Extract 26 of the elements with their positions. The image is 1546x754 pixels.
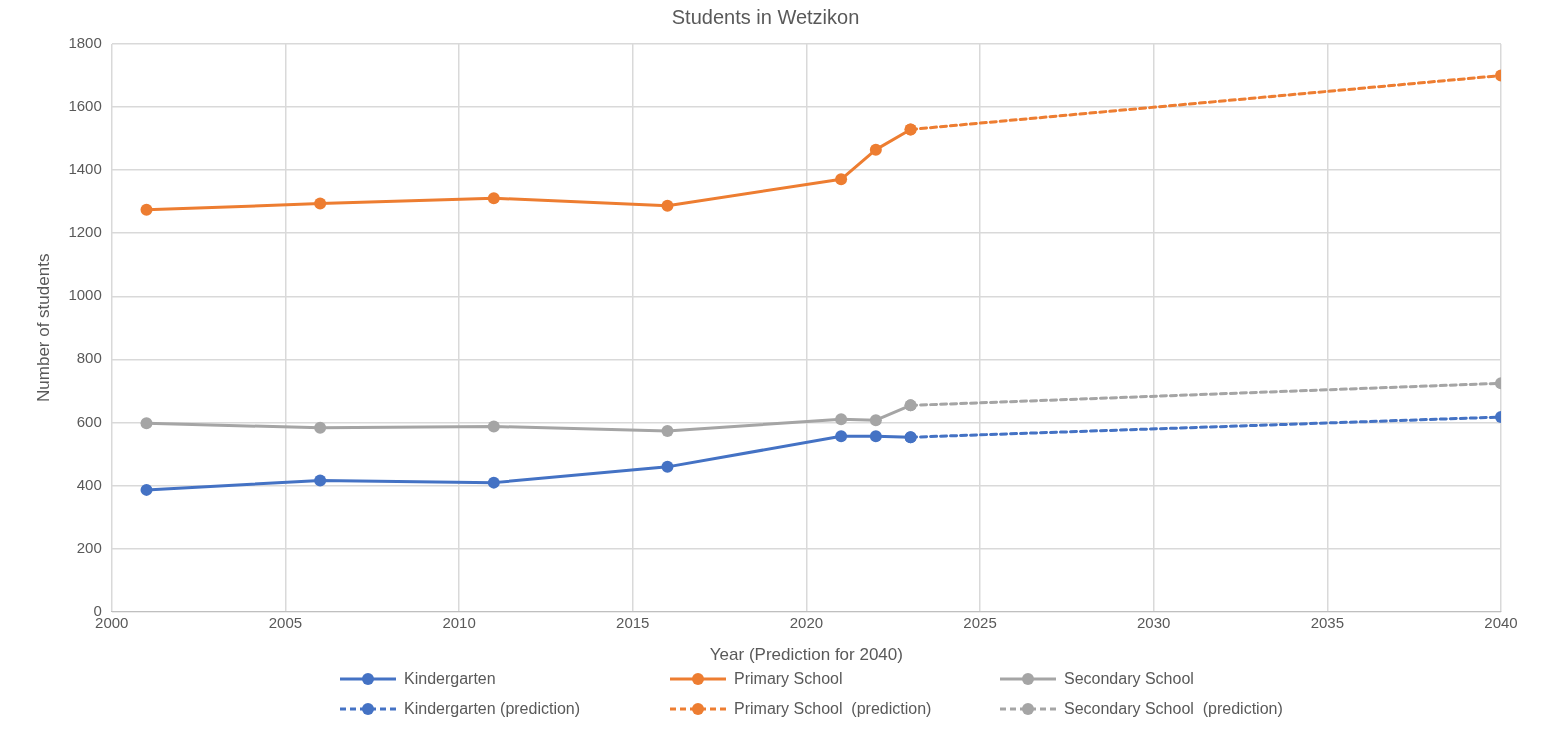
y-tick-label: 1200 [68, 223, 102, 241]
legend-label: Kindergarten (prediction) [404, 700, 581, 718]
y-tick-label: 800 [76, 349, 102, 367]
x-tick-label: 2030 [1137, 613, 1171, 631]
legend-label: Primary School (prediction) [734, 700, 932, 718]
legend-label: Primary School [734, 670, 843, 688]
chart-title: Students in Wetzikon [671, 5, 860, 28]
legend-label: Secondary School [1064, 670, 1194, 688]
x-axis-title: Year (Prediction for 2040) [709, 645, 903, 665]
x-tick-label: 2025 [963, 613, 997, 631]
x-tick-label: 2015 [616, 613, 650, 631]
y-tick-label: 1400 [68, 160, 102, 178]
legend-label: Secondary School (prediction) [1064, 700, 1283, 718]
y-tick-label: 200 [76, 538, 102, 556]
y-tick-label: 400 [76, 475, 102, 493]
x-tick-label: 2035 [1310, 613, 1345, 631]
legend-label: Kindergarten [404, 670, 496, 688]
x-tick-label: 2010 [442, 613, 476, 631]
x-tick-label: 2005 [268, 613, 303, 631]
x-tick-label: 2040 [1484, 613, 1518, 631]
y-tick-label: 1600 [68, 97, 102, 115]
y-axis-title: Number of students [33, 253, 53, 402]
x-tick-label: 2020 [789, 613, 824, 631]
y-tick-label: 1000 [68, 286, 102, 304]
y-tick-label: 1800 [68, 34, 102, 52]
y-tick-label: 600 [76, 412, 102, 430]
